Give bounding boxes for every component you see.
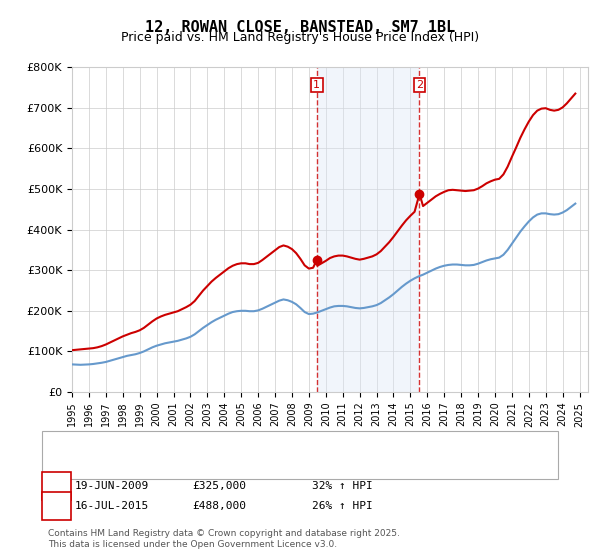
Text: 12, ROWAN CLOSE, BANSTEAD, SM7 1BL (semi-detached house): 12, ROWAN CLOSE, BANSTEAD, SM7 1BL (semi… [102,445,437,455]
Text: 12, ROWAN CLOSE, BANSTEAD, SM7 1BL: 12, ROWAN CLOSE, BANSTEAD, SM7 1BL [145,20,455,35]
Text: £488,000: £488,000 [192,501,246,511]
Text: £325,000: £325,000 [192,481,246,491]
Bar [317,67,419,392]
Text: 1: 1 [53,479,60,493]
Text: 19-JUN-2009: 19-JUN-2009 [75,481,149,491]
Text: 2: 2 [416,80,423,90]
Text: Contains HM Land Registry data © Crown copyright and database right 2025.
This d: Contains HM Land Registry data © Crown c… [48,529,400,549]
Text: 32% ↑ HPI: 32% ↑ HPI [312,481,373,491]
Text: 2: 2 [53,499,60,512]
Text: HPI: Average price, semi-detached house, Reigate and Banstead: HPI: Average price, semi-detached house,… [102,458,439,468]
Text: 26% ↑ HPI: 26% ↑ HPI [312,501,373,511]
Text: Price paid vs. HM Land Registry's House Price Index (HPI): Price paid vs. HM Land Registry's House … [121,31,479,44]
Text: 1: 1 [313,80,320,90]
Text: 16-JUL-2015: 16-JUL-2015 [75,501,149,511]
